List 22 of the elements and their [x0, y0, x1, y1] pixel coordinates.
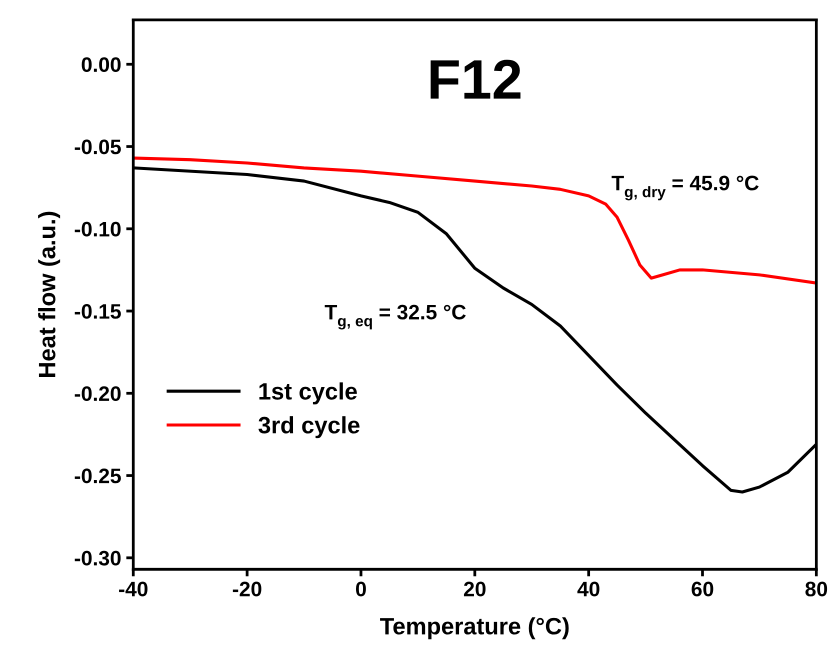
x-tick-label: 80: [805, 582, 828, 596]
x-tick-label: -20: [232, 582, 262, 596]
annotation: Tg, dry = 45.9 °C: [612, 176, 759, 200]
x-tick-label: 40: [577, 582, 600, 596]
text: F12: [430, 60, 520, 99]
y-tick-label: -0.10: [74, 222, 121, 237]
x-tick-label: 60: [692, 582, 714, 596]
y-tick-label: -0.30: [74, 550, 121, 566]
y-axis-title: Heat flow (a.u.): [38, 212, 60, 377]
y-tick-label: -0.15: [74, 304, 121, 319]
y-tick-label: 0.00: [82, 57, 121, 72]
annotation: Tg, eq = 32.5 °C: [324, 304, 466, 330]
legend-label: 3rd cycle: [258, 416, 360, 438]
x-tick-label: 0: [356, 582, 366, 596]
line-series: [133, 156, 816, 285]
legend-label: 1st cycle: [259, 382, 357, 404]
y-tick-label: -0.05: [74, 140, 121, 154]
y-tick-label: -0.25: [74, 468, 121, 484]
x-tick-label: 20: [464, 582, 486, 596]
y-tick-label: -0.20: [74, 386, 121, 402]
x-axis-title: Temperature (°C): [380, 617, 569, 640]
x-tick-label: -40: [119, 582, 148, 596]
